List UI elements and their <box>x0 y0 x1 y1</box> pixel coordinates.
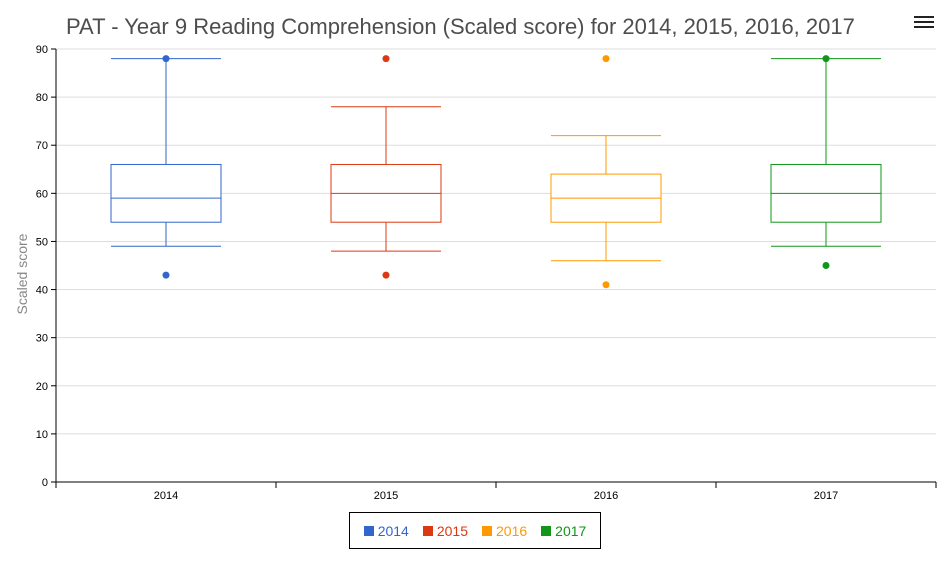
x-tick-label: 2017 <box>814 490 838 502</box>
chart-legend: 2014 2015 2016 2017 <box>349 512 601 549</box>
grid-layer <box>56 48 936 483</box>
legend-item-2016[interactable]: 2016 <box>482 523 527 539</box>
chart-title: PAT - Year 9 Reading Comprehension (Scal… <box>66 14 855 39</box>
outlier-point[interactable] <box>602 55 610 63</box>
legend-item-2017[interactable]: 2017 <box>541 523 586 539</box>
box-2015[interactable] <box>330 55 442 279</box>
x-tick-label: 2016 <box>594 490 618 502</box>
legend-label: 2016 <box>496 522 528 539</box>
iqr-box <box>110 163 222 223</box>
legend-swatch <box>482 525 492 536</box>
box-layer <box>110 55 882 289</box>
hamburger-menu-icon[interactable] <box>914 16 934 32</box>
legend-item-2014[interactable]: 2014 <box>363 522 409 539</box>
y-tick-label: 40 <box>36 285 48 297</box>
y-tick-label: 60 <box>36 188 48 200</box>
legend-swatch <box>422 525 433 536</box>
box-2014[interactable] <box>110 55 222 279</box>
y-tick-label: 10 <box>36 429 48 441</box>
y-tick-label: 50 <box>36 236 48 248</box>
y-tick-label: 80 <box>36 92 48 104</box>
outlier-point[interactable] <box>382 271 390 279</box>
legend-swatch <box>541 525 552 536</box>
outlier-point[interactable] <box>162 271 170 279</box>
x-tick-label: 2014 <box>154 490 178 502</box>
x-tick-label: 2015 <box>374 490 398 502</box>
legend-label: 2015 <box>436 522 468 539</box>
y-tick-label: 70 <box>36 140 48 152</box>
legend-label: 2017 <box>555 522 587 539</box>
outlier-point[interactable] <box>602 281 610 289</box>
legend-swatch <box>363 525 374 536</box>
y-tick-label: 90 <box>36 44 48 56</box>
outlier-point[interactable] <box>822 262 830 269</box>
y-axis-title: Scaled score <box>14 233 30 314</box>
outlier-point[interactable] <box>382 55 390 63</box>
outlier-point[interactable] <box>822 55 830 63</box>
legend-label: 2014 <box>377 522 409 539</box>
axis-layer: 0 10 20 30 40 50 60 70 80 90 2014 2015 2016 2017 <box>36 44 937 502</box>
y-tick-label: 30 <box>36 333 48 345</box>
outlier-point[interactable] <box>162 55 170 63</box>
box-2016[interactable] <box>550 55 662 289</box>
y-tick-label: 20 <box>36 381 48 393</box>
y-tick-label: 0 <box>42 477 48 489</box>
legend-item-2015[interactable]: 2015 <box>422 522 468 539</box>
box-2017[interactable] <box>770 55 882 269</box>
